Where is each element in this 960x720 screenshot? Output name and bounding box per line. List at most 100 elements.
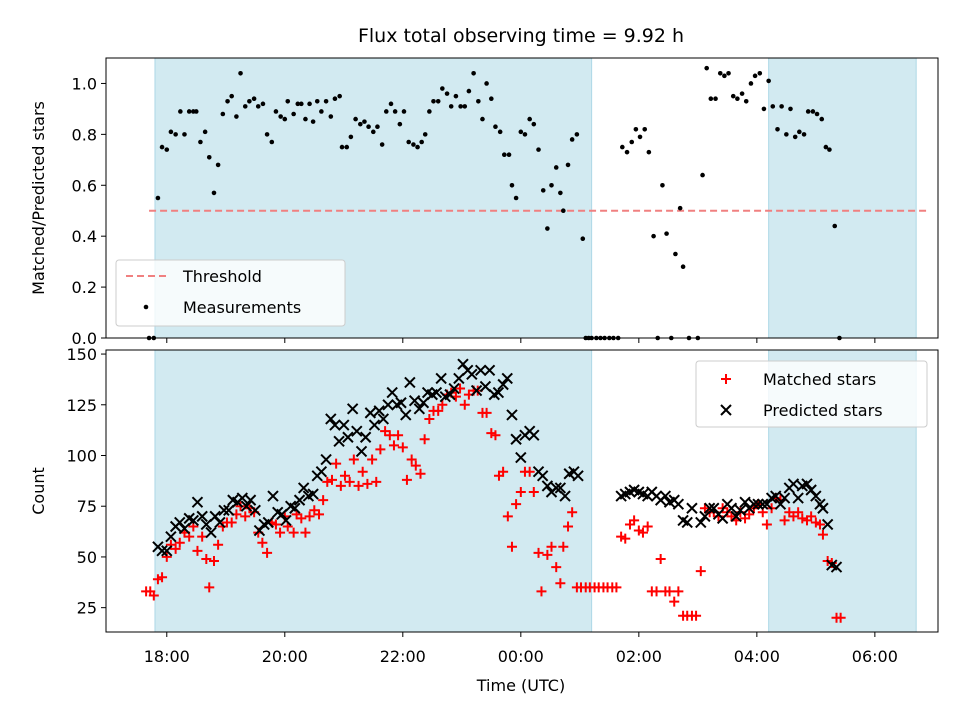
ratio-series-0-point xyxy=(775,126,780,132)
count-y-tick-label: 100 xyxy=(66,446,97,465)
count-series-1-point xyxy=(734,504,747,516)
ratio-y-tick-label: 0.0 xyxy=(72,329,97,348)
count-series-1-point xyxy=(550,482,562,494)
ratio-series-0-point xyxy=(743,98,749,104)
count-series-0-point xyxy=(322,476,333,487)
ratio-series-0-point xyxy=(518,129,524,135)
ratio-series-0-point xyxy=(358,121,363,127)
ratio-series-0-point xyxy=(401,109,407,114)
count-series-1-point xyxy=(359,431,372,443)
ratio-series-0-point xyxy=(717,70,723,76)
ratio-series-0-point xyxy=(295,101,301,107)
count-series-0-point xyxy=(459,399,470,410)
count-series-1-point xyxy=(382,399,394,411)
ratio-series-0-point xyxy=(264,132,270,137)
count-series-1-point xyxy=(236,492,249,504)
count-series-1-point xyxy=(695,516,707,529)
count-series-1-point xyxy=(395,397,407,409)
ratio-series-0-point xyxy=(247,98,252,104)
count-series-0-point xyxy=(331,458,342,469)
x-tick-label: 20:00 xyxy=(262,647,308,666)
count-series-1-point xyxy=(730,510,742,523)
count-panel: 25 50 75 100 125 150 18:00 20:00 22:00 00:00 02:0… xyxy=(29,345,939,666)
ratio-series-0-point xyxy=(225,98,230,104)
ratio-series-0-point xyxy=(178,109,183,114)
ratio-legend-box xyxy=(115,259,346,327)
legend-threshold-label: Threshold xyxy=(182,267,262,286)
count-series-1-point xyxy=(346,403,359,415)
ratio-series-0-point xyxy=(509,182,515,188)
ratio-panel-frame xyxy=(105,57,939,339)
ratio-series-0-point xyxy=(713,96,718,102)
legend-predicted-label: Predicted stars xyxy=(763,401,883,420)
count-series-0-point xyxy=(835,612,846,623)
ratio-series-0-point xyxy=(704,65,709,71)
count-series-0-point xyxy=(367,454,378,465)
count-series-1-point xyxy=(672,498,685,510)
count-series-1-point xyxy=(739,496,751,508)
ratio-series-0-point xyxy=(476,98,481,104)
ratio-series-0-point xyxy=(159,144,165,150)
count-series-1-point xyxy=(386,386,398,399)
count-series-1-point xyxy=(214,516,226,529)
ratio-series-0-point xyxy=(735,96,740,102)
ratio-series-0-point xyxy=(307,101,312,107)
count-series-0-point xyxy=(433,405,444,416)
count-series-1-point xyxy=(355,445,368,458)
legend-matched-swatch xyxy=(721,374,731,384)
count-series-0-point xyxy=(536,586,547,597)
ratio-series-0-point xyxy=(680,264,686,270)
ratio-series-0-point xyxy=(155,195,161,201)
count-series-0-point xyxy=(515,487,526,498)
count-series-0-point xyxy=(401,474,412,485)
count-series-1-point xyxy=(307,488,319,500)
count-series-0-point xyxy=(410,460,421,471)
ratio-series-0-point xyxy=(819,116,825,122)
ratio-series-0-point xyxy=(328,114,334,119)
count-series-1-point xyxy=(757,498,769,510)
count-series-1-point xyxy=(699,510,711,523)
count-series-1-point xyxy=(333,435,345,448)
count-series-0-point xyxy=(691,610,702,621)
ratio-series-0-point xyxy=(193,109,199,114)
ratio-series-0-point xyxy=(633,126,639,132)
ratio-y-tick-label: 0.8 xyxy=(72,125,97,144)
count-series-0-point xyxy=(296,513,307,524)
ratio-series-0-point xyxy=(620,144,625,150)
count-series-1-point xyxy=(830,561,843,573)
x-tick-label: 00:00 xyxy=(498,647,544,666)
count-series-0-point xyxy=(511,499,522,510)
ratio-series-0-point xyxy=(168,129,174,135)
count-series-1-point xyxy=(178,522,191,535)
count-series-1-point xyxy=(289,502,301,514)
count-series-0-point xyxy=(620,533,631,544)
ratio-y-tick-label: 0.4 xyxy=(72,227,97,246)
ratio-series-0-point xyxy=(448,104,454,109)
count-series-0-point xyxy=(204,582,215,593)
count-series-1-point xyxy=(325,413,337,425)
ratio-series-0-point xyxy=(220,111,226,117)
count-series-0-point xyxy=(779,515,790,526)
x-axis-label: Time (UTC) xyxy=(476,676,565,695)
count-series-1-point xyxy=(413,403,426,415)
ratio-series-0-point xyxy=(303,116,308,122)
ratio-series-0-point xyxy=(484,81,489,86)
count-series-1-point xyxy=(165,530,177,543)
count-series-1-point xyxy=(408,395,421,407)
ratio-series-0-point xyxy=(371,129,376,135)
count-series-0-point xyxy=(375,444,386,455)
count-series-0-point xyxy=(393,430,404,441)
count-y-tick-label: 25 xyxy=(77,599,97,618)
ratio-series-0-point xyxy=(646,149,652,155)
count-series-0-point xyxy=(335,480,346,491)
count-series-1-point xyxy=(659,490,672,502)
count-series-0-point xyxy=(655,553,666,564)
count-series-0-point xyxy=(326,474,337,485)
ratio-series-0-point xyxy=(164,147,170,152)
ratio-series-0-point xyxy=(536,147,541,152)
count-series-0-point xyxy=(161,551,172,562)
ratio-series-0-point xyxy=(565,162,571,168)
count-series-1-point xyxy=(191,496,204,508)
count-series-0-point xyxy=(744,509,755,520)
ratio-series-0-point xyxy=(752,73,758,79)
